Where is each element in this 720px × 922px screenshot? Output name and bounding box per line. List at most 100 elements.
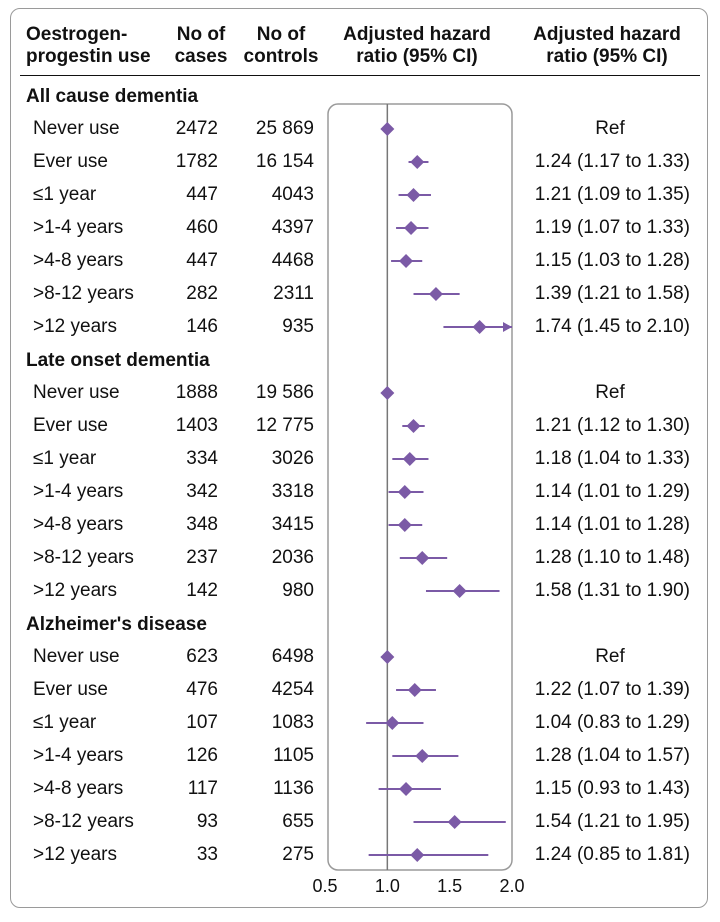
hr-point: [404, 221, 419, 235]
row-hazard-ratio: 1.22 (1.07 to 1.39): [534, 679, 690, 700]
row-controls: 1083: [271, 712, 314, 733]
row-cases: 623: [186, 646, 218, 667]
row-hazard-ratio: 1.19 (1.07 to 1.33): [534, 217, 690, 238]
section-title: Late onset dementia: [26, 350, 210, 371]
row-label: >4-8 years: [33, 778, 124, 799]
row-cases: 1403: [175, 415, 218, 436]
hr-point: [410, 848, 425, 862]
figure-frame: [10, 8, 708, 908]
hr-point: [380, 650, 395, 664]
hr-point: [380, 122, 395, 136]
row-controls: 12 775: [255, 415, 314, 436]
row-label: >1-4 years: [33, 217, 124, 238]
row-hazard-ratio: 1.74 (1.45 to 2.10): [534, 316, 690, 337]
row-label: Ever use: [33, 151, 108, 172]
row-hazard-ratio: 1.24 (1.17 to 1.33): [534, 151, 690, 172]
row-cases: 237: [186, 547, 218, 568]
header-use: Oestrogen-progestin use: [26, 24, 151, 67]
row-cases: 1782: [175, 151, 218, 172]
row-cases: 142: [186, 580, 218, 601]
header-forest: Adjusted hazard ratio (95% CI): [343, 24, 491, 67]
row-label: >4-8 years: [33, 514, 124, 535]
row-hazard-ratio: 1.54 (1.21 to 1.95): [534, 811, 690, 832]
row-label: >12 years: [33, 580, 117, 601]
row-cases: 342: [186, 481, 218, 502]
row-hazard-ratio: 1.14 (1.01 to 1.29): [534, 481, 690, 502]
hr-point: [415, 551, 430, 565]
row-controls: 4468: [271, 250, 314, 271]
plot-frame: [327, 103, 513, 871]
row-label: Never use: [33, 118, 120, 139]
hr-point: [410, 155, 425, 169]
header-controls: No of controls: [243, 24, 319, 67]
section-title: All cause dementia: [26, 86, 199, 107]
row-cases: 447: [186, 184, 218, 205]
row-hazard-ratio: 1.28 (1.04 to 1.57): [534, 745, 690, 766]
row-hazard-ratio: 1.15 (1.03 to 1.28): [534, 250, 690, 271]
x-tick-label: 0.5: [312, 876, 338, 896]
row-cases: 348: [186, 514, 218, 535]
row-hazard-ratio: Ref: [595, 382, 625, 403]
row-controls: 3415: [271, 514, 314, 535]
row-hazard-ratio: 1.15 (0.93 to 1.43): [534, 778, 690, 799]
row-controls: 3318: [271, 481, 314, 502]
row-hazard-ratio: 1.58 (1.31 to 1.90): [534, 580, 690, 601]
row-controls: 6498: [271, 646, 314, 667]
x-tick-label: 1.0: [374, 876, 400, 896]
row-label: >8-12 years: [33, 547, 134, 568]
row-label: Never use: [33, 382, 120, 403]
ci-arrow: [503, 322, 512, 332]
row-cases: 476: [186, 679, 218, 700]
row-hazard-ratio: 1.24 (0.85 to 1.81): [534, 844, 690, 865]
row-controls: 2036: [271, 547, 314, 568]
row-label: >12 years: [33, 316, 117, 337]
row-controls: 655: [282, 811, 314, 832]
header-cases: No of cases: [174, 24, 228, 67]
header-rule: [20, 75, 700, 76]
row-hazard-ratio: 1.04 (0.83 to 1.29): [534, 712, 690, 733]
row-cases: 117: [187, 778, 218, 799]
hr-point: [428, 287, 443, 301]
row-hazard-ratio: 1.21 (1.09 to 1.35): [534, 184, 690, 205]
row-hazard-ratio: 1.18 (1.04 to 1.33): [534, 448, 690, 469]
section-title: Alzheimer's disease: [26, 614, 207, 635]
row-label: >1-4 years: [33, 745, 124, 766]
row-controls: 980: [282, 580, 314, 601]
row-label: Ever use: [33, 415, 108, 436]
row-cases: 93: [196, 811, 218, 832]
row-cases: 33: [196, 844, 218, 865]
row-label: ≤1 year: [33, 712, 97, 733]
row-controls: 1105: [273, 745, 314, 766]
x-tick-label: 1.5: [437, 876, 463, 896]
row-hazard-ratio: 1.21 (1.12 to 1.30): [534, 415, 690, 436]
hr-point: [397, 485, 412, 499]
hr-point: [452, 584, 467, 598]
row-label: Ever use: [33, 679, 108, 700]
row-label: ≤1 year: [33, 184, 97, 205]
row-hazard-ratio: Ref: [595, 118, 625, 139]
hr-point: [399, 254, 414, 268]
row-controls: 19 586: [255, 382, 314, 403]
row-controls: 1136: [273, 778, 314, 799]
row-hazard-ratio: 1.28 (1.10 to 1.48): [534, 547, 690, 568]
row-hazard-ratio: Ref: [595, 646, 625, 667]
row-controls: 16 154: [255, 151, 314, 172]
row-controls: 4043: [271, 184, 314, 205]
hr-point: [447, 815, 462, 829]
row-cases: 146: [186, 316, 218, 337]
hr-point: [402, 452, 417, 466]
x-tick-label: 2.0: [499, 876, 525, 896]
hr-point: [385, 716, 400, 730]
row-cases: 1888: [175, 382, 218, 403]
hr-point: [407, 683, 422, 697]
row-label: Never use: [33, 646, 120, 667]
hr-point: [472, 320, 487, 334]
row-cases: 126: [186, 745, 218, 766]
row-controls: 4397: [271, 217, 314, 238]
hr-point: [397, 518, 412, 532]
row-label: >8-12 years: [33, 811, 134, 832]
row-cases: 460: [186, 217, 218, 238]
row-hazard-ratio: 1.39 (1.21 to 1.58): [534, 283, 690, 304]
row-label: >4-8 years: [33, 250, 124, 271]
